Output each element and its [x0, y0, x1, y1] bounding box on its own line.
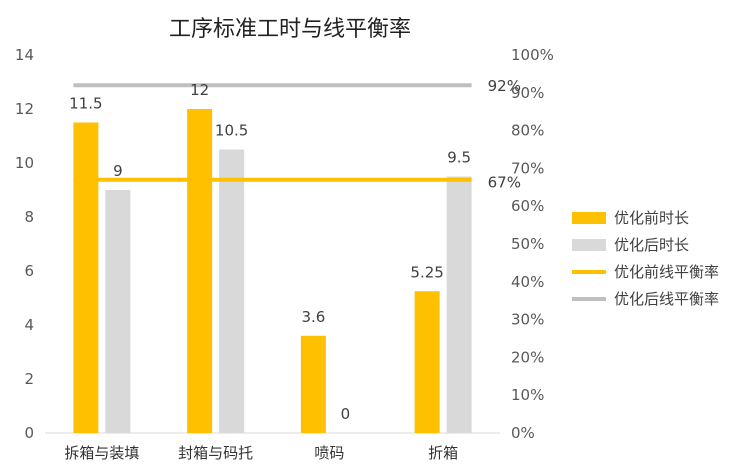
bar-value-label: 11.5 [69, 95, 102, 113]
bar-value-label: 9 [113, 162, 123, 180]
category-label: 折箱 [428, 444, 458, 462]
left-axis: 0 2 4 6 8 10 12 14 [15, 46, 34, 442]
category-label: 拆箱与装填 [64, 444, 139, 462]
bar-after [105, 190, 131, 433]
legend-label: 优化后时长 [614, 236, 689, 254]
right-axis: 0% 10% 20% 30% 40% 50% 60% 70% 80% 90% 100% [511, 46, 554, 442]
legend-swatch [572, 239, 606, 251]
data-labels: 11.5 9 12 10.5 3.6 0 5.25 9.5 67% 92% [69, 77, 521, 423]
left-tick-label: 6 [24, 262, 34, 280]
balance-lines [73, 83, 472, 182]
right-tick-label: 60% [511, 197, 544, 215]
bar-value-label: 5.25 [410, 263, 443, 281]
left-tick-label: 4 [24, 316, 34, 334]
left-tick-label: 8 [24, 208, 34, 226]
right-tick-label: 30% [511, 311, 544, 329]
left-tick-label: 10 [15, 154, 34, 172]
bar-after [219, 149, 245, 433]
bar-value-label: 12 [190, 81, 209, 99]
right-tick-label: 20% [511, 348, 544, 366]
line-value-label: 92% [488, 77, 521, 95]
left-tick-label: 14 [15, 46, 34, 64]
legend-label: 优化后线平衡率 [614, 290, 719, 308]
right-tick-label: 80% [511, 122, 544, 140]
category-label: 封箱与码托 [178, 444, 253, 462]
bar-value-label: 0 [341, 405, 351, 423]
category-axis: 拆箱与装填 封箱与码托 喷码 折箱 [64, 444, 458, 462]
bar-before [300, 335, 326, 433]
right-tick-label: 70% [511, 159, 544, 177]
right-tick-label: 40% [511, 273, 544, 291]
legend-label: 优化前线平衡率 [614, 263, 719, 281]
right-tick-label: 50% [511, 235, 544, 253]
bar-before [73, 122, 99, 433]
bar-before [187, 109, 213, 433]
legend-swatch [572, 212, 606, 224]
bar-value-label: 9.5 [447, 149, 471, 167]
line-value-label: 67% [488, 174, 521, 192]
left-tick-label: 12 [15, 100, 34, 118]
left-tick-label: 2 [24, 370, 34, 388]
bar-value-label: 10.5 [215, 122, 248, 140]
bar-after [446, 176, 472, 433]
left-tick-label: 0 [24, 424, 34, 442]
bar-value-label: 3.6 [301, 308, 325, 326]
legend-label: 优化前时长 [614, 209, 689, 227]
category-label: 喷码 [314, 444, 344, 462]
right-tick-label: 100% [511, 46, 554, 64]
bar-before [414, 291, 440, 433]
right-tick-label: 10% [511, 386, 544, 404]
right-tick-label: 0% [511, 424, 535, 442]
bars [73, 109, 472, 433]
chart-title: 工序标准工时与线平衡率 [169, 17, 411, 42]
right-tick-label: 90% [511, 84, 544, 102]
